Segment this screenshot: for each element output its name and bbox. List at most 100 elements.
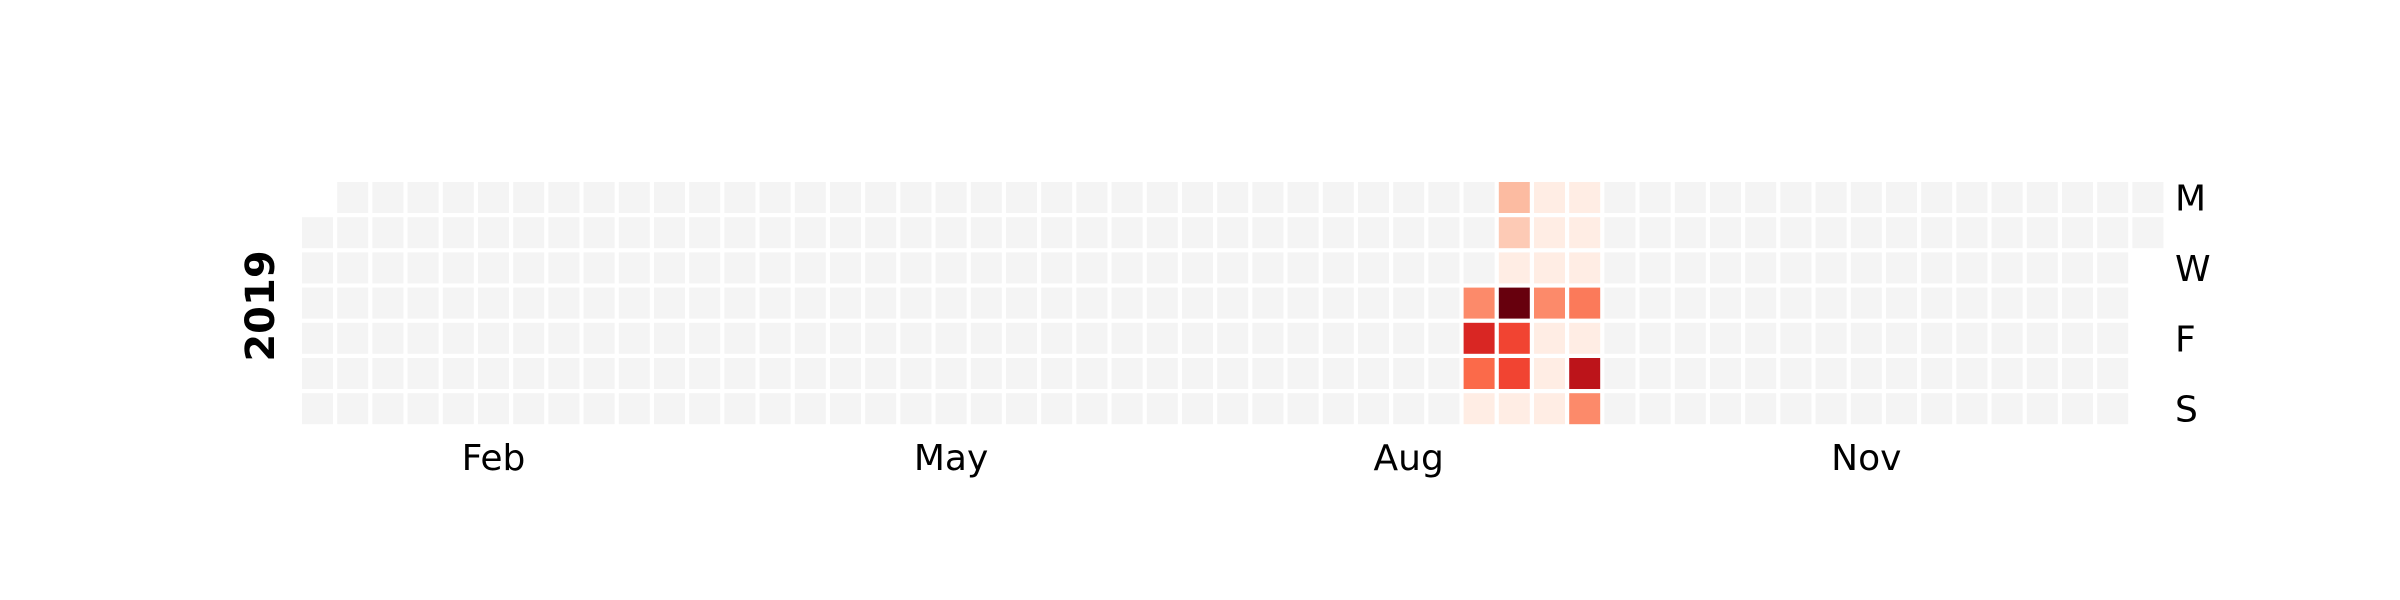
heatmap-cell bbox=[1146, 287, 1178, 319]
heatmap-cell bbox=[407, 252, 439, 284]
heatmap-cell bbox=[1604, 322, 1636, 354]
heatmap-cell bbox=[1850, 358, 1882, 389]
heatmap-cell bbox=[1604, 217, 1636, 249]
heatmap-cell bbox=[1006, 287, 1037, 319]
heatmap-cell bbox=[372, 252, 404, 284]
heatmap-cell bbox=[900, 322, 932, 354]
heatmap-cell-active bbox=[1569, 358, 1601, 389]
heatmap-cell bbox=[1252, 217, 1284, 249]
heatmap-cell bbox=[1322, 358, 1354, 389]
heatmap-cell bbox=[900, 252, 932, 284]
heatmap-cell bbox=[794, 322, 826, 354]
heatmap-cell bbox=[724, 252, 756, 284]
heatmap-cell bbox=[935, 322, 967, 354]
heatmap-cell bbox=[794, 182, 826, 213]
heatmap-cell bbox=[1041, 182, 1073, 213]
heatmap-cell bbox=[2062, 393, 2093, 425]
heatmap-cell bbox=[1358, 217, 1389, 249]
heatmap-cell bbox=[513, 217, 545, 249]
heatmap-cell bbox=[478, 287, 509, 319]
heatmap-cell bbox=[618, 393, 650, 425]
heatmap-cell bbox=[830, 358, 861, 389]
month-label: Aug bbox=[1374, 438, 1444, 479]
heatmap-cell bbox=[724, 358, 756, 389]
heatmap-cell bbox=[1287, 217, 1319, 249]
heatmap-cell bbox=[1850, 217, 1882, 249]
heatmap-cell-active bbox=[1498, 322, 1530, 354]
heatmap-cell bbox=[1463, 217, 1495, 249]
year-label: 2019 bbox=[238, 250, 284, 361]
heatmap-cell bbox=[1146, 322, 1178, 354]
heatmap-cell bbox=[759, 182, 791, 213]
heatmap-cell bbox=[1604, 182, 1636, 213]
heatmap-cell bbox=[1217, 217, 1249, 249]
heatmap-cell bbox=[1006, 322, 1037, 354]
heatmap-cell bbox=[1428, 358, 1460, 389]
heatmap-cell bbox=[302, 217, 333, 249]
heatmap-cell bbox=[548, 287, 580, 319]
heatmap-cell bbox=[407, 217, 439, 249]
heatmap-cell bbox=[2132, 217, 2164, 249]
heatmap-cell bbox=[1428, 182, 1460, 213]
heatmap-cell bbox=[478, 322, 509, 354]
weekday-label: W bbox=[2175, 249, 2211, 290]
heatmap-cell-active bbox=[1498, 358, 1530, 389]
heatmap-cell bbox=[372, 182, 404, 213]
heatmap-cell-active bbox=[1534, 217, 1565, 249]
heatmap-cell bbox=[1287, 393, 1319, 425]
heatmap-cell bbox=[1076, 393, 1108, 425]
heatmap-cell bbox=[1921, 287, 1953, 319]
heatmap-cell bbox=[337, 322, 369, 354]
heatmap-cell bbox=[1146, 182, 1178, 213]
heatmap-cell bbox=[302, 358, 333, 389]
heatmap-cell bbox=[407, 322, 439, 354]
heatmap-cell bbox=[970, 252, 1002, 284]
heatmap-cell bbox=[407, 287, 439, 319]
heatmap-cell bbox=[1674, 322, 1706, 354]
heatmap-cell bbox=[478, 393, 509, 425]
heatmap-cell bbox=[1182, 182, 1213, 213]
heatmap-cell bbox=[583, 393, 615, 425]
heatmap-cell bbox=[1850, 252, 1882, 284]
heatmap-cell bbox=[337, 182, 369, 213]
heatmap-cell bbox=[1886, 358, 1917, 389]
heatmap-cell bbox=[1006, 217, 1037, 249]
heatmap-cell bbox=[1604, 287, 1636, 319]
heatmap-cell bbox=[1252, 182, 1284, 213]
heatmap-cell bbox=[1182, 358, 1213, 389]
heatmap-cell bbox=[548, 252, 580, 284]
heatmap-cell bbox=[1393, 358, 1425, 389]
heatmap-cell bbox=[1710, 252, 1741, 284]
heatmap-cell bbox=[1393, 322, 1425, 354]
heatmap-cell bbox=[654, 322, 685, 354]
heatmap-cell bbox=[1956, 287, 1988, 319]
heatmap-cell bbox=[583, 322, 615, 354]
heatmap-cell-active bbox=[1534, 287, 1565, 319]
heatmap-cell bbox=[1886, 182, 1917, 213]
heatmap-cell bbox=[865, 287, 897, 319]
heatmap-cell bbox=[689, 287, 721, 319]
heatmap-cell bbox=[1217, 358, 1249, 389]
heatmap-cell-active bbox=[1569, 393, 1601, 425]
heatmap-cell-active bbox=[1534, 358, 1565, 389]
heatmap-cell bbox=[1956, 217, 1988, 249]
heatmap-cell bbox=[1076, 252, 1108, 284]
heatmap-cell bbox=[1041, 252, 1073, 284]
heatmap-cell bbox=[1006, 358, 1037, 389]
heatmap-cell bbox=[548, 358, 580, 389]
weekday-label: M bbox=[2175, 179, 2206, 220]
heatmap-cell bbox=[1639, 322, 1671, 354]
heatmap-cell bbox=[759, 322, 791, 354]
heatmap-cell bbox=[2132, 182, 2164, 213]
weekday-label: S bbox=[2175, 390, 2198, 431]
heatmap-cell bbox=[1463, 182, 1495, 213]
heatmap-cell bbox=[1146, 217, 1178, 249]
heatmap-cell bbox=[2026, 287, 2058, 319]
heatmap-cell bbox=[1182, 217, 1213, 249]
heatmap-cell bbox=[1956, 393, 1988, 425]
heatmap-cell bbox=[1287, 358, 1319, 389]
heatmap-cell bbox=[1921, 217, 1953, 249]
weekday-label: F bbox=[2175, 319, 2196, 360]
heatmap-cell bbox=[442, 182, 474, 213]
